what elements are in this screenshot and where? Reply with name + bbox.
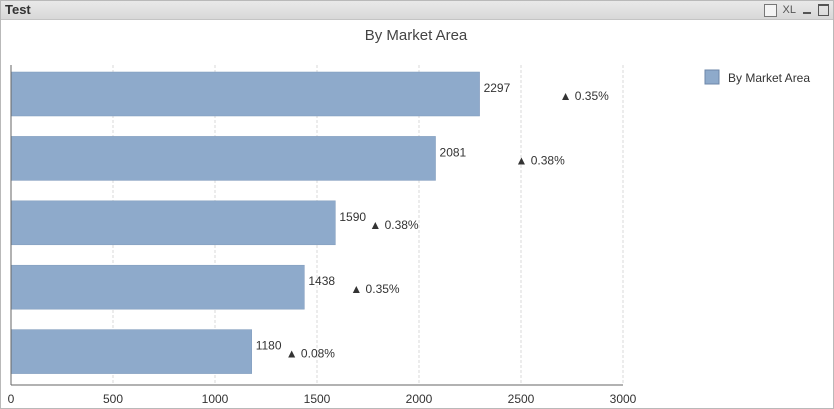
bar-value-label: 1180 xyxy=(256,339,282,353)
legend-swatch xyxy=(704,69,720,85)
bar-value-label: 2081 xyxy=(440,145,467,159)
window-title: Test xyxy=(5,2,31,17)
x-tick-label: 500 xyxy=(103,392,123,406)
excel-icon[interactable]: XL xyxy=(782,4,796,16)
x-tick-label: 2000 xyxy=(406,392,433,406)
bar-value-label: 2297 xyxy=(484,81,511,95)
maximize-icon[interactable] xyxy=(818,4,829,16)
data-labels: 2297▲ 0.35%2081▲ 0.38%1590▲ 0.38%1438▲ 0… xyxy=(256,81,609,361)
bars xyxy=(10,71,480,374)
bar[interactable] xyxy=(10,329,252,374)
bar[interactable] xyxy=(10,136,436,181)
change-annotation: ▲ 0.35% xyxy=(560,89,610,103)
bar-value-label: 1438 xyxy=(308,274,335,288)
change-annotation: ▲ 0.08% xyxy=(286,347,336,361)
minimize-icon[interactable] xyxy=(802,5,812,15)
bar[interactable] xyxy=(10,71,480,117)
change-annotation: ▲ 0.38% xyxy=(369,218,419,232)
titlebar-icons: XL xyxy=(763,2,829,18)
bar[interactable] xyxy=(10,264,305,310)
legend[interactable]: By Market Area xyxy=(704,69,810,85)
x-axis: 0 500 1000 1500 2000 2500 3000 xyxy=(8,65,637,406)
x-tick-label: 2500 xyxy=(508,392,535,406)
change-annotation: ▲ 0.35% xyxy=(350,282,400,296)
x-tick-label: 1500 xyxy=(304,392,331,406)
bar[interactable] xyxy=(10,200,336,246)
print-icon[interactable] xyxy=(763,3,777,17)
bar-value-label: 1590 xyxy=(339,210,366,224)
x-tick-label: 0 xyxy=(8,392,15,406)
chart-title: By Market Area xyxy=(365,27,468,44)
legend-label: By Market Area xyxy=(728,71,810,85)
change-annotation: ▲ 0.38% xyxy=(516,153,566,167)
x-tick-label: 1000 xyxy=(202,392,229,406)
window-titlebar: Test XL xyxy=(1,1,833,20)
x-tick-label: 3000 xyxy=(610,392,637,406)
